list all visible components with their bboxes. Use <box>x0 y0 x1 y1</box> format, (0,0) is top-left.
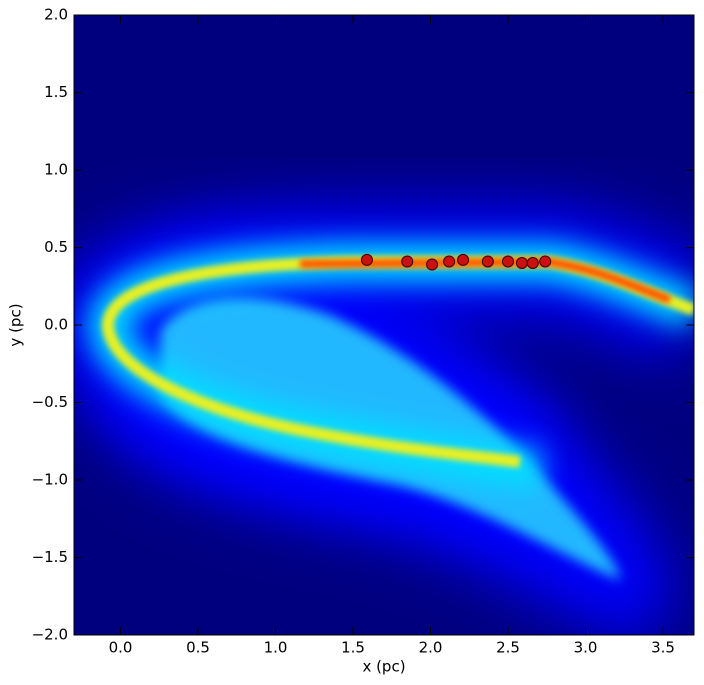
y-tick-label: 2.0 <box>44 6 68 24</box>
y-tick-label: −0.5 <box>32 393 68 411</box>
point <box>426 258 439 271</box>
x-tick-label: 1.5 <box>341 639 365 657</box>
y-axis-label: y (pc) <box>7 303 25 346</box>
x-tick-label: 2.0 <box>419 639 443 657</box>
y-tick-label: 0.5 <box>44 238 68 256</box>
y-tick-label: 0.0 <box>44 316 68 334</box>
point <box>502 255 514 268</box>
y-tick-label: −2.0 <box>32 626 68 644</box>
x-tick-label: 3.5 <box>651 639 675 657</box>
x-tick-label: 0.5 <box>186 639 210 657</box>
x-tick-label: 2.5 <box>496 639 520 657</box>
y-tick-label: −1.5 <box>32 548 68 566</box>
point <box>443 255 456 268</box>
point <box>401 255 414 268</box>
x-tick-label: 1.0 <box>264 639 288 657</box>
point <box>481 255 494 268</box>
x-axis-label: x (pc) <box>362 658 405 676</box>
density-map <box>74 15 694 635</box>
x-tick-label: 3.0 <box>574 639 598 657</box>
y-tick-label: −1.0 <box>32 471 68 489</box>
point <box>539 255 552 268</box>
y-tick-label: 1.5 <box>44 83 68 101</box>
y-tick-label: 1.0 <box>44 161 68 179</box>
point <box>457 253 470 266</box>
point <box>526 257 539 269</box>
point <box>515 257 528 269</box>
x-tick-label: 0.0 <box>109 639 133 657</box>
point <box>360 253 373 266</box>
